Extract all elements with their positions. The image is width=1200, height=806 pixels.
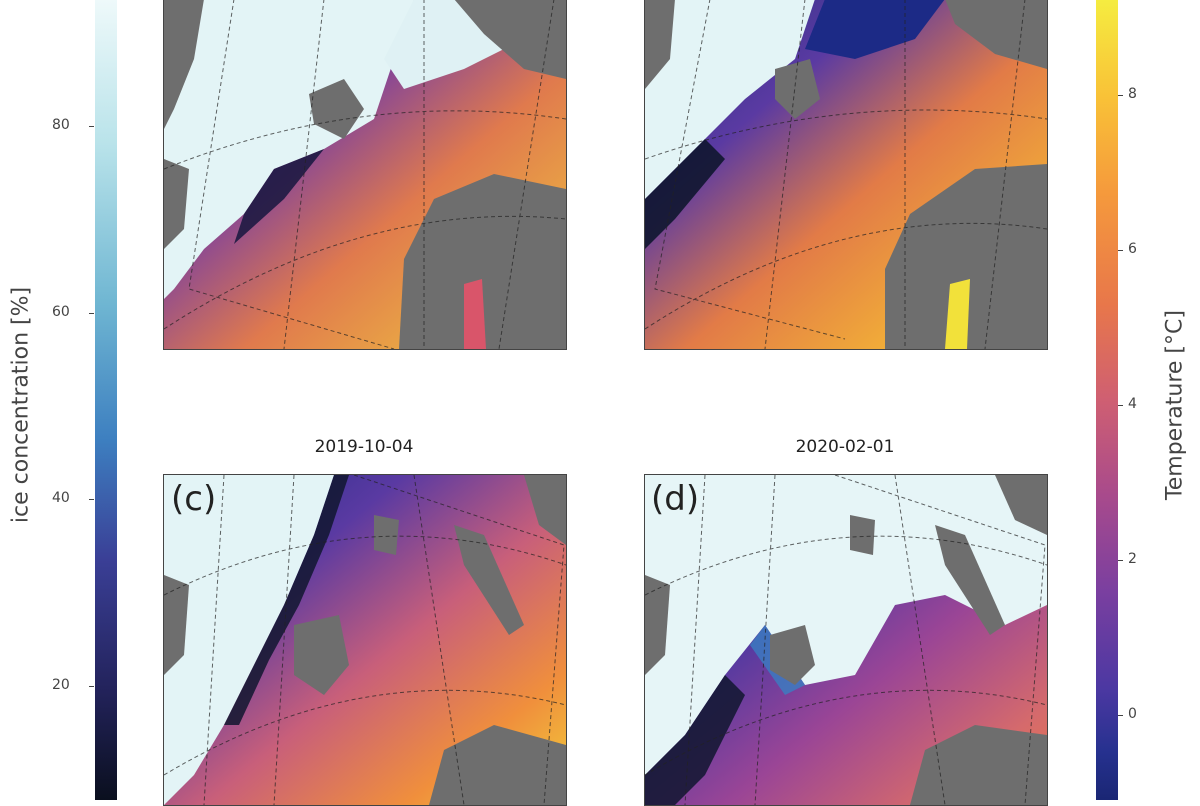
map-panel-c — [163, 474, 567, 806]
ice-tick-20: 20 — [52, 677, 70, 693]
map-panel-d — [644, 474, 1048, 806]
panel-c-label: (c) — [171, 479, 217, 519]
ice-tick-40: 40 — [52, 490, 70, 506]
temp-tick-2: 2 — [1128, 551, 1137, 567]
ice-tick-60: 60 — [52, 304, 70, 320]
temperature-colorbar — [1096, 0, 1118, 800]
ice-concentration-colorbar — [95, 0, 117, 800]
map-panel-a — [163, 0, 567, 350]
panel-d-date: 2020-02-01 — [795, 437, 895, 457]
temp-tick-0: 0 — [1128, 706, 1137, 722]
temp-tick-4: 4 — [1128, 396, 1137, 412]
map-panel-b — [644, 0, 1048, 350]
temp-tick-6: 6 — [1128, 241, 1137, 257]
panel-d-label: (d) — [651, 479, 700, 519]
temp-tick-8: 8 — [1128, 86, 1137, 102]
ice-tick-80: 80 — [52, 117, 70, 133]
panel-c-date: 2019-10-04 — [314, 437, 414, 457]
temperature-colorbar-label: Temperature [°C] — [1162, 310, 1188, 500]
ice-colorbar-label: ice concentration [%] — [8, 286, 34, 524]
